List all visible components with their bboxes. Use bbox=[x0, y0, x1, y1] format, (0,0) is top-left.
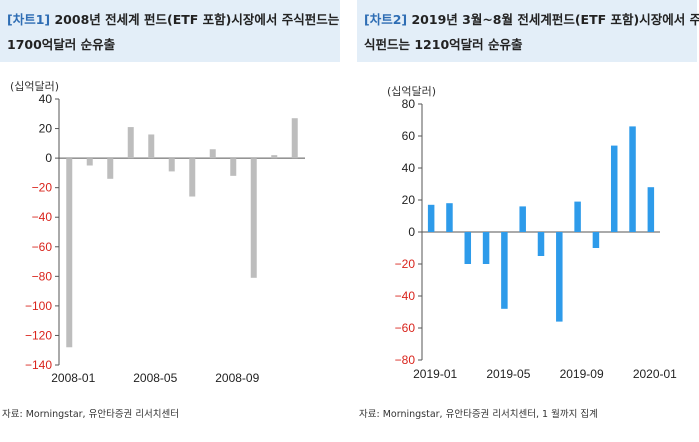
x-tick-label: 2008-09 bbox=[215, 371, 259, 385]
x-tick-label: 2019-09 bbox=[560, 367, 604, 381]
bar-2019-09 bbox=[574, 201, 581, 232]
unit-label-1: (십억달러) bbox=[10, 80, 60, 93]
y-tick-label: −60 bbox=[395, 321, 416, 335]
bar-2008-10 bbox=[250, 158, 257, 278]
chart-title-text-1b: 1700억달러 순유출 bbox=[7, 37, 116, 52]
y-tick-label: 0 bbox=[408, 225, 415, 239]
chart-tag-2: [차트2] bbox=[364, 12, 408, 27]
unit-label-2: (십억달러) bbox=[387, 85, 437, 98]
y-tick-label: −100 bbox=[25, 299, 52, 313]
chart-title-text-2b: 식펀드는 1210억달러 순유출 bbox=[364, 37, 523, 52]
chart-tag-1: [차트1] bbox=[7, 12, 51, 27]
y-tick-label: 20 bbox=[402, 193, 416, 207]
chart-title-box-2: [차트2] 2019년 3월~8월 전세계펀드(ETF 포함)시장에서 주 식펀… bbox=[357, 0, 699, 62]
bar-2008-06 bbox=[168, 158, 175, 172]
bar-2008-08 bbox=[209, 149, 216, 159]
bar-2008-01 bbox=[66, 158, 73, 348]
bar-2008-05 bbox=[148, 134, 155, 159]
source-note-2: 자료: Morningstar, 유안타증권 리서치센터, 1 월까지 집계 bbox=[359, 409, 598, 420]
y-tick-label: 60 bbox=[402, 129, 416, 143]
bar-2019-08 bbox=[556, 232, 563, 322]
bar-2008-03 bbox=[107, 158, 114, 179]
bar-2019-02 bbox=[446, 203, 453, 232]
chart-title-line-2: [차트2] 2019년 3월~8월 전세계펀드(ETF 포함)시장에서 주 bbox=[364, 9, 699, 28]
y-tick-label: −80 bbox=[32, 269, 53, 283]
y-tick-label: −20 bbox=[395, 257, 416, 271]
bar-2019-05 bbox=[501, 232, 508, 309]
x-tick-label: 2008-01 bbox=[51, 371, 95, 385]
y-tick-label: 40 bbox=[402, 161, 416, 175]
bar-2008-09 bbox=[230, 158, 237, 176]
y-tick-label: 40 bbox=[39, 92, 53, 106]
bar-2019-12 bbox=[629, 126, 636, 232]
bar-2008-12 bbox=[291, 118, 298, 159]
chart-title-line-1: [차트1] 2008년 전세계 펀드(ETF 포함)시장에서 주식펀드는 bbox=[7, 9, 339, 28]
source-note-1: 자료: Morningstar, 유안타증권 리서치센터 bbox=[2, 409, 180, 420]
y-tick-label: −60 bbox=[32, 240, 53, 254]
x-tick-label: 2019-01 bbox=[413, 367, 457, 381]
bar-2008-02 bbox=[86, 158, 93, 166]
x-tick-label: 2020-01 bbox=[633, 367, 677, 381]
y-tick-label: −140 bbox=[25, 358, 52, 372]
bar-2019-01 bbox=[427, 204, 435, 232]
y-tick-label: −80 bbox=[395, 353, 416, 367]
bar-2020-01 bbox=[647, 187, 655, 232]
chart-panel-1: [차트1] 2008년 전세계 펀드(ETF 포함)시장에서 주식펀드는 170… bbox=[0, 0, 340, 442]
bar-2008-11 bbox=[271, 155, 278, 159]
bar-2019-06 bbox=[519, 206, 526, 232]
y-tick-label: −120 bbox=[25, 328, 52, 342]
bar-2019-07 bbox=[537, 232, 545, 256]
y-tick-label: −40 bbox=[32, 210, 53, 224]
chart-title-text-1a: 2008년 전세계 펀드(ETF 포함)시장에서 주식펀드는 bbox=[54, 12, 340, 27]
y-tick-label: 20 bbox=[39, 122, 53, 136]
bar-2019-04 bbox=[482, 232, 490, 264]
chart-title-text-2a: 2019년 3월~8월 전세계펀드(ETF 포함)시장에서 주 bbox=[411, 12, 699, 27]
y-tick-label: 80 bbox=[402, 97, 416, 111]
bar-2008-07 bbox=[189, 158, 196, 197]
y-tick-label: −40 bbox=[395, 289, 416, 303]
chart-title-box-1: [차트1] 2008년 전세계 펀드(ETF 포함)시장에서 주식펀드는 170… bbox=[0, 0, 340, 62]
chart-panel-2: [차트2] 2019년 3월~8월 전세계펀드(ETF 포함)시장에서 주 식펀… bbox=[357, 0, 699, 442]
y-tick-label: 0 bbox=[45, 151, 52, 165]
bar-2008-04 bbox=[127, 127, 134, 159]
x-tick-label: 2019-05 bbox=[486, 367, 530, 381]
bar-2019-10 bbox=[592, 232, 600, 248]
bar-2019-11 bbox=[610, 145, 618, 232]
x-tick-label: 2008-05 bbox=[133, 371, 177, 385]
bar-2019-03 bbox=[464, 232, 472, 264]
y-tick-label: −20 bbox=[32, 181, 53, 195]
